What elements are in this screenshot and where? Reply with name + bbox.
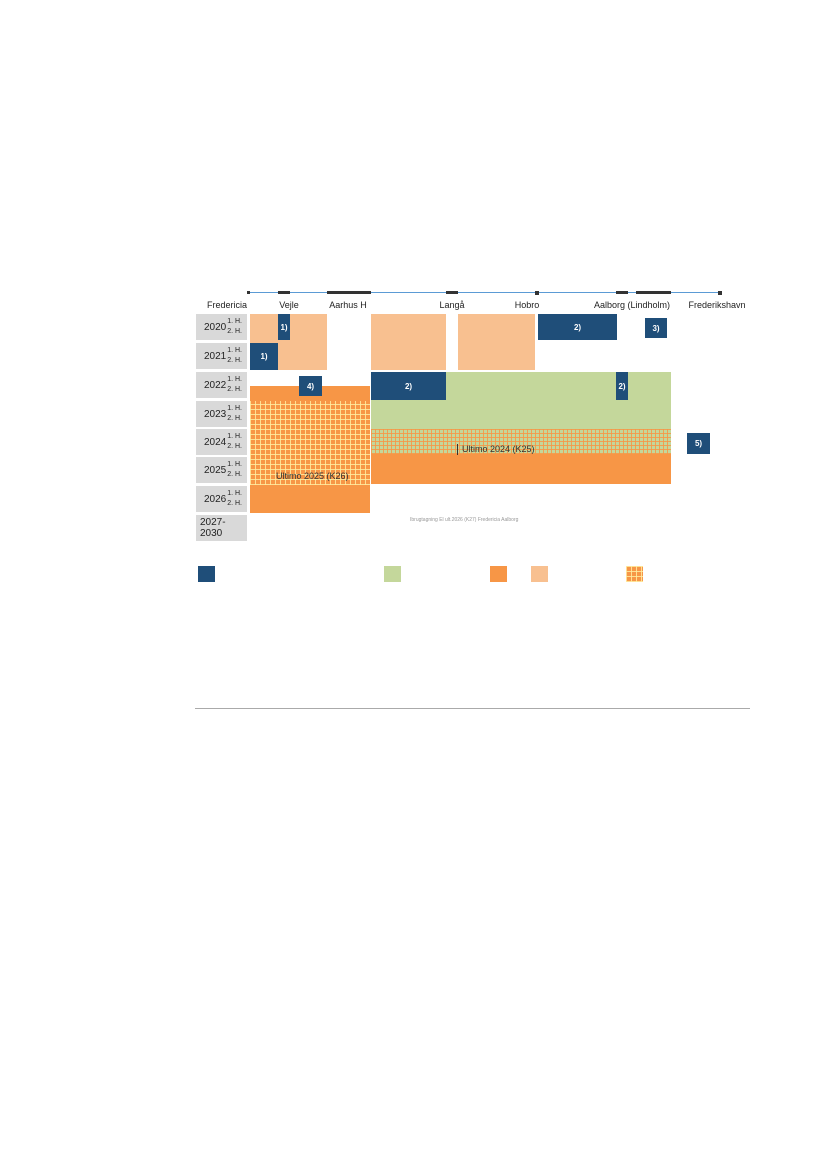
timeline-segment [446, 291, 458, 294]
year-label: 2026 [204, 493, 227, 505]
halves-label: 1. H. 2. H. [227, 347, 242, 364]
halves-label: 1. H. 2. H. [227, 405, 242, 422]
year-row-2024: 2024 1. H. 2. H. [196, 429, 247, 455]
timeline-segment [616, 291, 628, 294]
note-4-block: 4) [299, 376, 322, 396]
timeline-segment [636, 291, 671, 294]
station-label: Aalborg (Lindholm) [593, 300, 671, 310]
peach-block [371, 314, 446, 370]
timeline-node [535, 291, 539, 295]
timeline-node [718, 291, 722, 295]
halves-label: 1. H. 2. H. [227, 376, 242, 393]
legend-swatch-navy [198, 566, 215, 582]
halves-label: 1. H. 2. H. [227, 461, 242, 478]
note-5-block: 5) [687, 433, 710, 454]
year-label: 2024 [204, 436, 227, 448]
milestone-label-ultimo-2025: Ultimo 2025 (K26) [276, 471, 349, 481]
horizontal-rule [195, 708, 750, 709]
halves-label: 1. H. 2. H. [227, 433, 242, 450]
caption-text: Ibrugtagning El ult.2026 (K27) Frederici… [410, 517, 519, 523]
halves-label: 1. H. 2. H. [227, 318, 242, 335]
note-1-block: 1) [278, 314, 290, 340]
year-row-2025: 2025 1. H. 2. H. [196, 457, 247, 483]
year-label: 2023 [204, 408, 227, 420]
legend-swatch-orange [490, 566, 507, 582]
station-label: Aarhus H [329, 300, 367, 310]
halves-label: 1. H. 2. H. [227, 490, 242, 507]
year-label: 2025 [204, 464, 227, 476]
timeline-segment [278, 291, 290, 294]
timeline-node [247, 291, 250, 294]
legend-swatch-peach [531, 566, 548, 582]
year-label: 2020 [204, 321, 227, 333]
note-2-block: 2) [371, 372, 446, 400]
year-label: 2021 [204, 350, 227, 362]
orange-block [250, 485, 370, 513]
year-row-2027-2030: 2027-2030 [196, 515, 247, 541]
timeline-line [249, 292, 720, 293]
year-row-2023: 2023 1. H. 2. H. [196, 401, 247, 427]
hatched-block [250, 401, 370, 485]
legend-swatch-hatched [626, 566, 643, 582]
note-3-block: 3) [645, 318, 667, 338]
note-1-block: 1) [250, 343, 278, 370]
station-label: Vejle [279, 300, 299, 310]
peach-block [458, 314, 535, 370]
note-2-block: 2) [616, 372, 628, 400]
station-label: Frederikshavn [688, 300, 746, 310]
station-label: Hobro [514, 300, 540, 310]
orange-block [371, 454, 671, 484]
year-label: 2022 [204, 379, 227, 391]
note-2-block: 2) [538, 314, 617, 340]
year-label: 2027-2030 [200, 517, 226, 539]
hatched-block [371, 429, 671, 454]
milestone-label-ultimo-2024: Ultimo 2024 (K25) [457, 444, 535, 456]
year-row-2021: 2021 1. H. 2. H. [196, 343, 247, 369]
year-row-2026: 2026 1. H. 2. H. [196, 486, 247, 512]
year-row-2022: 2022 1. H. 2. H. [196, 372, 247, 398]
legend-swatch-green [384, 566, 401, 582]
timeline-segment [327, 291, 371, 294]
station-label: Langå [439, 300, 465, 310]
station-label: Fredericia [206, 300, 248, 310]
year-row-2020: 2020 1. H. 2. H. [196, 314, 247, 340]
